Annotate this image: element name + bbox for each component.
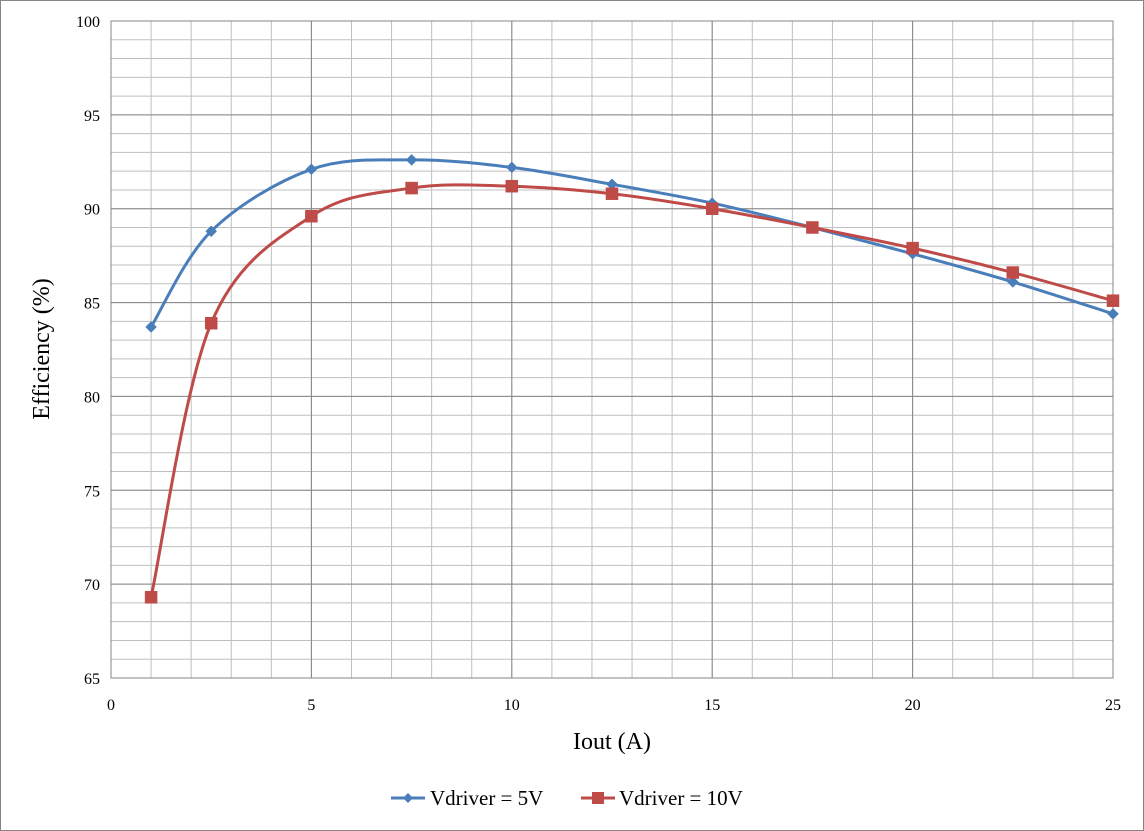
legend-item-series-1: Vdriver = 5V bbox=[391, 786, 543, 810]
legend: Vdriver = 5V Vdriver = 10V bbox=[391, 786, 743, 810]
series-layer bbox=[144, 154, 1120, 604]
x-axis-tick-labels: 0 5 10 15 20 25 bbox=[107, 697, 1121, 714]
y-tick-label: 95 bbox=[84, 108, 100, 125]
x-tick-label: 5 bbox=[307, 697, 315, 714]
y-tick-label: 80 bbox=[84, 389, 100, 406]
data-point-square bbox=[705, 202, 719, 215]
data-point-square bbox=[505, 179, 519, 193]
data-point-square bbox=[806, 221, 819, 234]
data-point-diamond bbox=[505, 161, 518, 174]
data-point-square bbox=[906, 241, 919, 255]
x-axis-title: Iout (A) bbox=[573, 729, 651, 755]
legend-label-series-2: Vdriver = 10V bbox=[619, 786, 743, 810]
legend-marker-diamond bbox=[403, 793, 413, 803]
data-point-square bbox=[204, 316, 218, 330]
x-tick-label: 20 bbox=[905, 697, 921, 714]
series-2 bbox=[144, 179, 1120, 604]
data-point-diamond bbox=[1006, 276, 1019, 288]
x-tick-label: 10 bbox=[504, 697, 520, 714]
legend-marker-square bbox=[592, 792, 604, 804]
data-point-square bbox=[605, 187, 619, 200]
data-point-diamond bbox=[205, 225, 218, 238]
x-tick-label: 0 bbox=[107, 697, 115, 714]
y-tick-label: 100 bbox=[76, 14, 100, 31]
data-point-square bbox=[144, 591, 158, 604]
data-point-diamond bbox=[405, 154, 418, 166]
data-point-square bbox=[405, 181, 418, 195]
legend-label-series-1: Vdriver = 5V bbox=[430, 786, 543, 810]
series-line-2 bbox=[149, 183, 1115, 599]
y-tick-label: 65 bbox=[84, 671, 100, 688]
y-tick-label: 85 bbox=[84, 296, 100, 313]
major-gridlines bbox=[110, 20, 1114, 679]
y-axis-title: Efficiency (%) bbox=[29, 278, 55, 419]
minor-gridlines bbox=[110, 20, 1114, 679]
data-point-square bbox=[1106, 294, 1120, 307]
y-tick-label: 75 bbox=[84, 483, 100, 500]
y-tick-label: 70 bbox=[84, 577, 100, 594]
y-tick-label: 90 bbox=[84, 202, 100, 219]
plot-area-border bbox=[110, 20, 1114, 679]
y-axis-tick-labels: 65 70 75 80 85 90 95 100 bbox=[76, 14, 100, 688]
data-point-square bbox=[305, 209, 318, 223]
data-point-diamond bbox=[305, 163, 318, 176]
data-point-diamond bbox=[145, 321, 157, 333]
series-1 bbox=[145, 154, 1119, 333]
x-tick-label: 25 bbox=[1105, 697, 1121, 714]
data-point-diamond bbox=[1107, 307, 1119, 320]
x-tick-label: 15 bbox=[704, 697, 720, 714]
legend-item-series-2: Vdriver = 10V bbox=[581, 786, 743, 810]
data-point-square bbox=[1006, 266, 1020, 279]
